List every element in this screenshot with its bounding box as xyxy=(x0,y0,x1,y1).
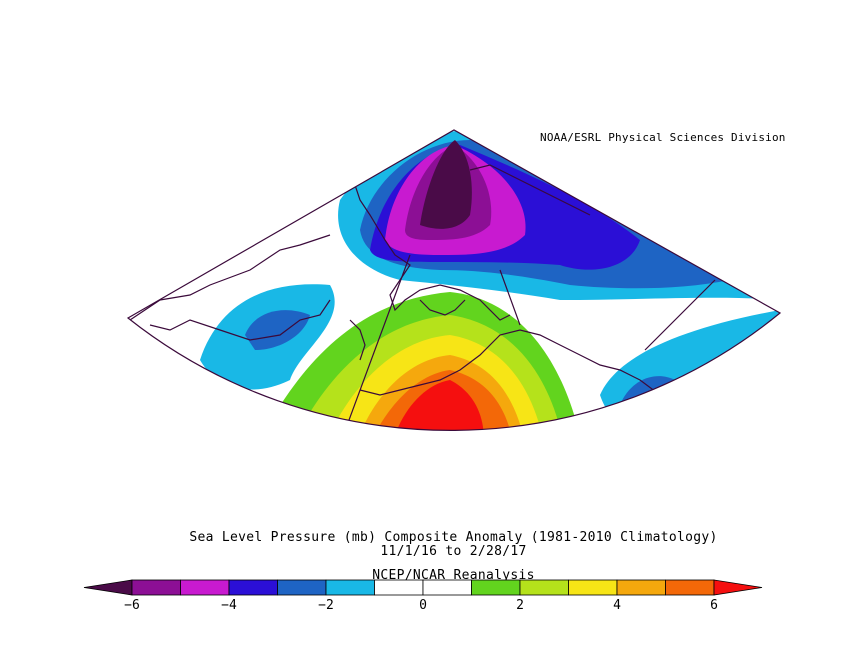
meridian-lines xyxy=(324,254,716,431)
map-title: Sea Level Pressure (mb) Composite Anomal… xyxy=(189,530,718,545)
anomaly-contour-minus2-west xyxy=(245,310,310,350)
credit-text: NOAA/ESRL Physical Sciences Division xyxy=(540,131,786,144)
colorbar-segment xyxy=(325,579,375,596)
colorbar-segment xyxy=(277,579,327,596)
colorbar-arrow-low xyxy=(83,579,133,596)
colorbar-tick-label: 4 xyxy=(613,598,621,613)
colorbar-tick-label: −4 xyxy=(221,598,237,613)
colorbar-tick-label: 0 xyxy=(419,598,427,613)
colorbar-segment xyxy=(616,579,666,596)
anomaly-contour-plus6 xyxy=(390,380,484,431)
colorbar-segment xyxy=(568,579,618,596)
colorbar-tick-label: 2 xyxy=(516,598,524,613)
colorbar-segment xyxy=(422,579,472,596)
colorbar-segment xyxy=(519,579,569,596)
colorbar-segment xyxy=(131,579,181,596)
date-range: 11/1/16 to 2/28/17 xyxy=(380,544,527,559)
anomaly-contour-minus6-north xyxy=(420,140,472,229)
colorbar-segment xyxy=(665,579,715,596)
map-sector-boundary xyxy=(126,129,782,431)
colorbar-tick-label: 6 xyxy=(710,598,718,613)
colorbar-segment xyxy=(374,579,424,596)
colorbar-tick-label: −2 xyxy=(318,598,334,613)
colorbar-segment xyxy=(228,579,278,596)
colorbar-segment xyxy=(471,579,521,596)
colorbar-segment xyxy=(180,579,230,596)
coastlines xyxy=(129,164,681,411)
colorbar-tick-label: −6 xyxy=(124,598,140,613)
data-source: NCEP/NCAR Reanalysis xyxy=(372,568,535,583)
colorbar-arrow-high xyxy=(713,579,763,596)
